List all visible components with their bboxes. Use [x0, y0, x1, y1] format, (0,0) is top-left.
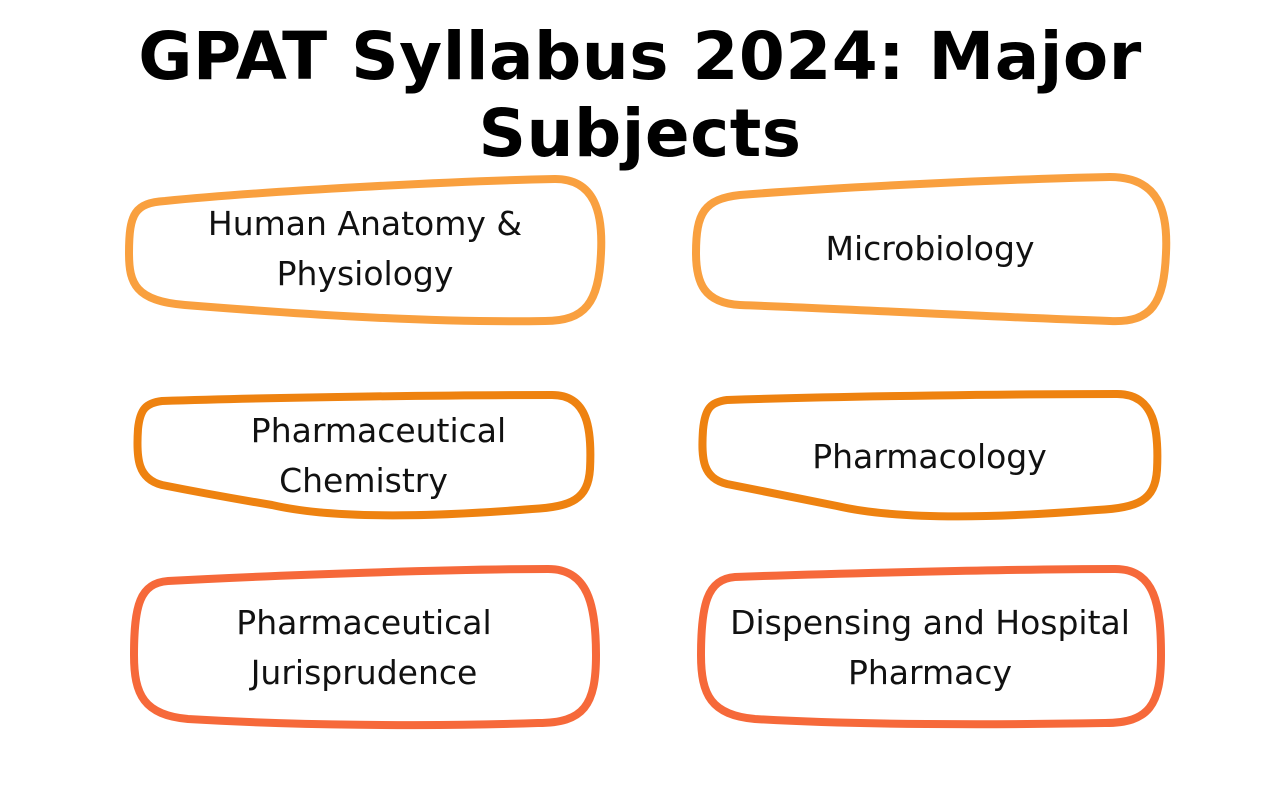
subject-label: Pharmaceutical: [236, 602, 492, 642]
outline-shape: [691, 172, 1171, 326]
subject-label: Dispensing and Hospital: [730, 602, 1130, 642]
subject-label: Jurisprudence: [250, 652, 478, 692]
outline-shape: [696, 564, 1166, 729]
outline-shape: [129, 564, 601, 730]
subject-label: Microbiology: [825, 229, 1035, 268]
outline-shape: [124, 174, 606, 326]
subject-label: Pharmacology: [812, 436, 1047, 476]
subject-label: Chemistry: [279, 460, 448, 500]
subject-box-pharmacology: Pharmacology: [697, 389, 1162, 523]
outline-shape: [133, 390, 595, 520]
subject-label: Pharmacy: [847, 652, 1013, 692]
subject-box-jurisprudence: Pharmaceutical Jurisprudence: [128, 564, 601, 730]
subject-box-pharm-chemistry: Pharmaceutical Chemistry: [132, 389, 595, 522]
page-title: GPAT Syllabus 2024: Major Subjects: [138, 18, 1142, 172]
subject-label: Pharmaceutical: [250, 410, 507, 450]
subject-box-dispensing: Dispensing and Hospital Pharmacy: [695, 564, 1166, 730]
subject-box-anatomy: Human Anatomy & Physiology: [124, 173, 606, 326]
subject-label: Physiology: [276, 254, 454, 293]
subject-box-microbiology: Microbiology: [690, 172, 1171, 326]
outline-shape: [698, 389, 1162, 521]
subject-label: Human Anatomy &: [207, 204, 523, 243]
